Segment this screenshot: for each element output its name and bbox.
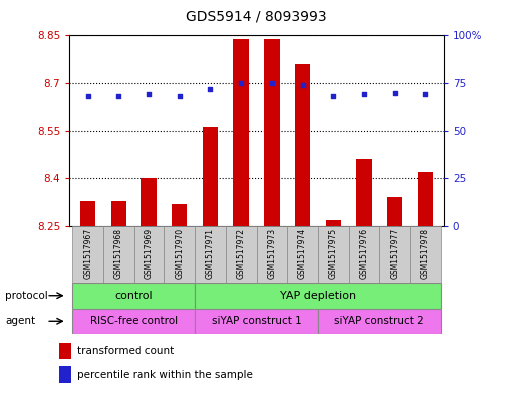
Bar [195,283,441,309]
Bar [203,127,218,226]
Bar [72,226,103,283]
Text: YAP depletion: YAP depletion [280,291,356,301]
Bar [318,226,349,283]
Bar [59,366,71,383]
Text: GSM1517973: GSM1517973 [267,228,277,279]
Bar [318,309,441,334]
Text: GSM1517972: GSM1517972 [236,228,246,279]
Text: siYAP construct 1: siYAP construct 1 [212,316,301,326]
Text: GSM1517978: GSM1517978 [421,228,430,279]
Bar [142,178,157,226]
Bar [349,226,379,283]
Text: GSM1517975: GSM1517975 [329,228,338,279]
Point [114,93,123,99]
Point [237,80,245,86]
Bar [164,226,195,283]
Point [421,91,429,97]
Bar [379,226,410,283]
Bar [80,200,95,226]
Bar [418,172,433,226]
Bar [172,204,187,226]
Point [84,93,92,99]
Bar [72,309,195,334]
Point [329,93,338,99]
Text: agent: agent [5,316,35,326]
Bar [233,39,249,226]
Text: protocol: protocol [5,291,48,301]
Text: GSM1517970: GSM1517970 [175,228,184,279]
Text: transformed count: transformed count [77,346,175,356]
Bar [195,309,318,334]
Point [299,82,307,88]
Text: GSM1517971: GSM1517971 [206,228,215,279]
Bar [295,64,310,226]
Text: GSM1517968: GSM1517968 [114,228,123,279]
Point [145,91,153,97]
Text: GSM1517967: GSM1517967 [83,228,92,279]
Text: GSM1517969: GSM1517969 [145,228,153,279]
Bar [287,226,318,283]
Point [360,91,368,97]
Bar [387,197,402,226]
Text: GSM1517977: GSM1517977 [390,228,399,279]
Text: percentile rank within the sample: percentile rank within the sample [77,370,253,380]
Bar [256,226,287,283]
Bar [410,226,441,283]
Bar [226,226,256,283]
Point [175,93,184,99]
Bar [72,283,195,309]
Bar [111,200,126,226]
Text: GSM1517974: GSM1517974 [298,228,307,279]
Bar [134,226,164,283]
Bar [195,226,226,283]
Bar [103,226,134,283]
Text: RISC-free control: RISC-free control [90,316,178,326]
Text: control: control [114,291,153,301]
Bar [326,220,341,226]
Bar [59,343,71,359]
Bar [264,39,280,226]
Bar [356,159,371,226]
Text: GSM1517976: GSM1517976 [360,228,368,279]
Point [390,89,399,95]
Point [268,80,276,86]
Text: siYAP construct 2: siYAP construct 2 [334,316,424,326]
Point [206,86,214,92]
Text: GDS5914 / 8093993: GDS5914 / 8093993 [186,10,327,24]
